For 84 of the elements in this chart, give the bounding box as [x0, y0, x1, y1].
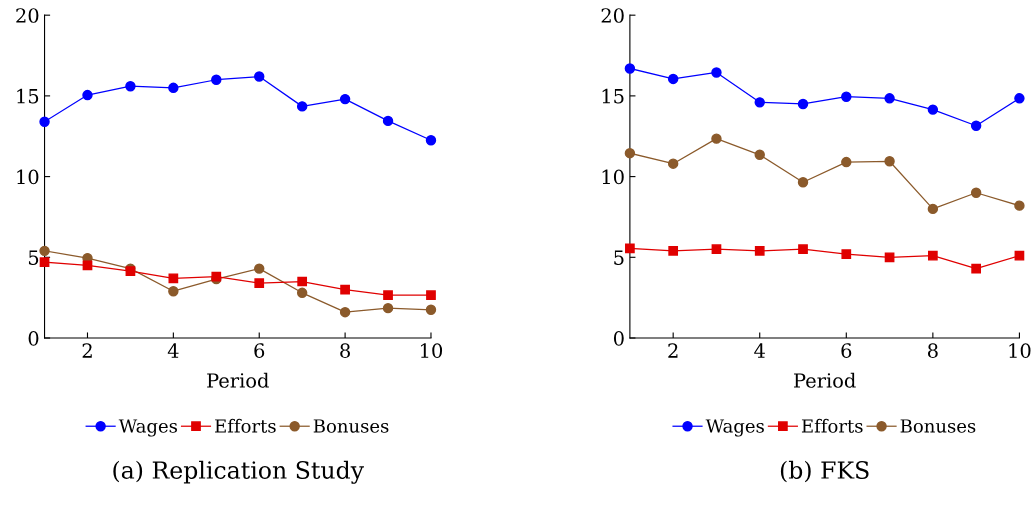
point	[382, 115, 394, 127]
x-tick-label: 4	[167, 343, 179, 358]
point	[841, 249, 852, 259]
point	[668, 245, 679, 256]
x-tick-label: 8	[340, 343, 350, 358]
point	[754, 97, 765, 108]
legend-label: Bonuses	[900, 419, 976, 433]
point	[841, 156, 852, 168]
point	[125, 80, 136, 92]
legend-label: Wages	[705, 419, 764, 437]
point	[884, 93, 895, 104]
text: (a) Replication Study	[113, 460, 364, 484]
point	[297, 276, 308, 287]
x-tick-label: 4	[754, 343, 765, 358]
x-tick-label: 6	[841, 343, 852, 358]
point	[426, 290, 436, 301]
y-tick-label: 10	[602, 169, 624, 185]
point	[39, 116, 50, 127]
x-tick-label: 2	[82, 343, 92, 358]
point	[927, 104, 939, 115]
text: (b) FKS	[780, 460, 869, 483]
point	[624, 63, 636, 74]
y-tick-label: 15	[17, 88, 39, 104]
y-tick-label: 5	[614, 250, 624, 265]
point	[841, 91, 852, 102]
point	[425, 135, 437, 146]
point	[168, 285, 179, 297]
point	[82, 89, 93, 101]
point	[39, 245, 50, 257]
point	[970, 120, 982, 131]
point	[754, 245, 765, 256]
point	[296, 101, 308, 112]
x-axis-title: Period	[207, 372, 269, 388]
y-tick-label: 10	[17, 169, 39, 185]
point	[970, 187, 982, 198]
legend-label: Efforts	[215, 418, 276, 433]
point	[667, 73, 679, 85]
point	[927, 203, 939, 215]
point	[168, 82, 179, 94]
legend-label: Efforts	[801, 418, 863, 433]
point	[254, 71, 265, 82]
point	[624, 147, 636, 159]
y-tick-label: 0	[28, 330, 39, 346]
point	[625, 243, 635, 254]
point	[39, 257, 50, 268]
x-axis-title: Period	[794, 372, 856, 388]
legend-label: Bonuses	[313, 419, 389, 433]
point	[296, 287, 308, 299]
point	[971, 263, 982, 274]
point	[884, 252, 895, 263]
point	[254, 263, 265, 274]
point	[1014, 93, 1025, 104]
point	[884, 156, 895, 167]
point	[711, 133, 722, 144]
point	[254, 278, 265, 288]
x-tick-label: 10	[1009, 343, 1031, 358]
point	[383, 290, 393, 301]
point	[754, 149, 765, 161]
point	[211, 74, 222, 85]
x-tick-label: 10	[420, 343, 443, 358]
y-tick-label: 5	[28, 250, 39, 265]
point	[339, 93, 351, 105]
y-tick-label: 20	[601, 8, 624, 23]
y-tick-label: 15	[602, 88, 624, 104]
point	[711, 244, 722, 255]
y-tick-label: 20	[16, 8, 39, 23]
point	[797, 177, 809, 188]
point	[797, 98, 809, 110]
point	[667, 158, 679, 169]
y-tick-label: 0	[613, 330, 624, 346]
point	[382, 302, 394, 314]
x-tick-label: 6	[254, 343, 265, 358]
point	[168, 273, 179, 284]
point	[1014, 200, 1025, 211]
point	[711, 67, 722, 78]
point	[339, 306, 351, 318]
point	[798, 244, 808, 255]
point	[425, 304, 437, 315]
x-tick-label: 8	[927, 343, 938, 358]
point	[1014, 250, 1025, 261]
point	[340, 284, 350, 295]
legend-label: Wages	[118, 419, 178, 437]
x-tick-label: 2	[668, 343, 678, 358]
point	[927, 250, 938, 261]
